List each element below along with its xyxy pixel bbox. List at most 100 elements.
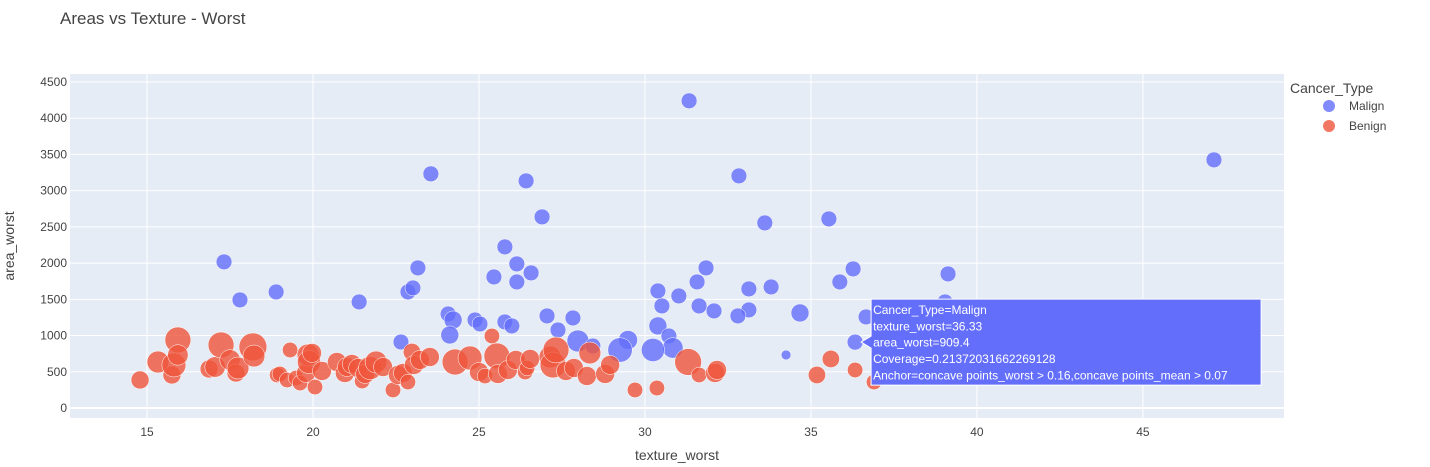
data-point-benign [578,341,602,365]
data-point-malign [649,282,667,300]
data-point-benign [691,366,708,383]
y-tick-label: 500 [47,365,67,379]
data-point-malign [538,307,556,325]
data-point-malign [690,297,708,315]
legend-item-benign[interactable]: Benign [1323,119,1386,133]
x-tick-label: 35 [804,425,818,439]
data-point-benign [242,344,266,368]
y-tick-label: 1500 [40,292,67,306]
x-axis-title: texture_worst [635,447,719,463]
tooltip-line: texture_worst=36.33 [873,319,982,333]
data-point-benign [302,343,322,363]
data-point-malign [756,214,773,232]
y-tick-label: 2000 [40,256,67,270]
data-point-malign [1205,151,1223,169]
data-point-malign [831,273,849,291]
data-point-malign [522,264,540,282]
data-point-benign [520,349,540,369]
data-point-malign [729,307,747,325]
data-point-malign [517,172,535,190]
legend-item-malign[interactable]: Malign [1323,99,1384,113]
data-point-benign [226,356,250,380]
data-point-malign [820,210,838,228]
data-point-malign [641,338,665,362]
data-point-malign [653,297,671,315]
data-point-benign [282,341,299,358]
data-point-benign [600,355,620,375]
data-point-malign [939,265,957,283]
y-tick-label: 0 [60,401,67,415]
legend-label-benign: Benign [1349,119,1386,133]
data-point-malign [844,260,862,278]
data-point-malign [648,316,668,336]
data-point-malign [688,273,706,291]
x-tick-label: 15 [140,425,154,439]
data-point-malign [422,165,440,183]
tooltip-line: Cancer_Type=Malign [873,303,987,317]
data-point-malign [780,349,792,361]
data-point-benign [312,361,332,381]
data-point-benign [307,379,323,395]
tooltip-box [860,298,1262,386]
data-point-malign [267,283,285,301]
y-tick-label: 3000 [40,184,67,198]
data-point-benign [847,361,864,378]
data-point-malign [409,259,427,277]
legend: Cancer_Type Malign Benign [1290,80,1386,133]
data-point-malign [564,309,582,327]
legend-marker-malign [1323,100,1335,112]
x-tick-label: 25 [472,425,486,439]
data-point-malign [790,303,810,323]
data-point-benign [821,350,840,368]
data-point-malign [471,315,489,333]
y-tick-label: 1000 [40,329,67,343]
tick-labels: 15 20 25 30 35 40 45 0 500 1000 1500 2000 2500 3000 35… [40,75,1150,439]
data-point-malign [730,167,748,185]
data-point-malign [762,278,780,296]
hover-tooltip: Cancer_Type=Malign texture_worst=36.33are… [860,298,1262,386]
x-tick-label: 20 [306,425,320,439]
data-point-benign [577,366,597,386]
data-point-benign [483,327,500,344]
legend-marker-benign [1323,120,1335,132]
data-point-benign [130,370,150,390]
data-point-malign [740,280,758,298]
data-point-malign [670,287,688,305]
data-point-benign [167,344,189,366]
data-point-benign [648,380,665,396]
x-tick-label: 40 [970,425,984,439]
y-tick-label: 4500 [40,75,67,89]
data-point-benign [420,347,440,367]
data-point-malign [533,208,551,226]
x-tick-label: 45 [1136,425,1150,439]
data-point-malign [508,255,526,273]
tooltip-line: Anchor=concave points_worst > 0.16,conca… [873,368,1228,382]
y-axis-title: area_worst [1,211,17,280]
legend-title: Cancer_Type [1290,80,1373,96]
data-point-benign [707,360,727,380]
data-point-malign [350,293,368,311]
data-point-benign [542,336,570,364]
data-points [130,92,1223,398]
data-point-malign [496,238,514,256]
data-point-malign [705,302,723,320]
data-point-malign [508,273,526,291]
data-point-malign [549,321,567,339]
data-point-malign [231,291,249,309]
data-point-benign [627,381,643,398]
data-point-malign [215,253,233,271]
data-point-malign [392,333,410,351]
data-point-benign [399,374,416,390]
data-point-malign [503,317,521,335]
data-point-malign [485,268,503,286]
y-tick-label: 2500 [40,220,67,234]
legend-label-malign: Malign [1349,99,1384,113]
data-point-malign [404,279,422,297]
chart-title: Areas vs Texture - Worst [60,9,246,28]
data-point-malign [440,325,460,345]
tooltip-line: area_worst=909.4 [873,336,970,350]
data-point-malign [697,259,715,277]
y-tick-label: 3500 [40,147,67,161]
